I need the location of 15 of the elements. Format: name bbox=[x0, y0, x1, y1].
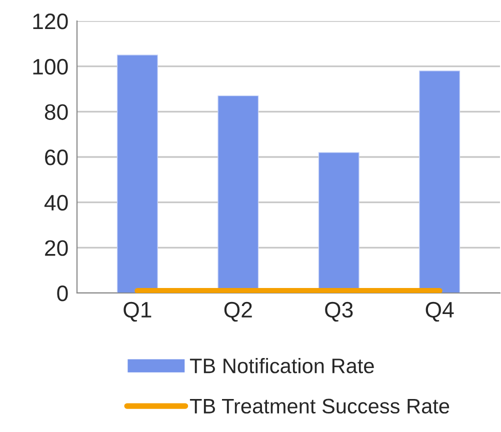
y-tick-label: 100 bbox=[33, 58, 68, 75]
legend-label: TB Notification Rate bbox=[190, 358, 374, 374]
x-tick-label: Q2 bbox=[224, 302, 252, 322]
legend-label: TB Treatment Success Rate bbox=[190, 398, 450, 414]
x-tick-label: Q3 bbox=[325, 302, 353, 322]
y-tick-label: 40 bbox=[44, 194, 68, 211]
bar bbox=[116, 54, 158, 293]
y-tick-label: 80 bbox=[44, 104, 68, 120]
bar bbox=[419, 70, 460, 293]
x-tick-label: Q1 bbox=[124, 302, 152, 322]
y-tick-label: 0 bbox=[57, 286, 68, 302]
y-tick-label: 120 bbox=[33, 14, 68, 30]
y-tick-label: 60 bbox=[45, 150, 68, 166]
y-tick-label: 20 bbox=[45, 240, 68, 256]
x-tick-label: Q4 bbox=[426, 302, 454, 322]
